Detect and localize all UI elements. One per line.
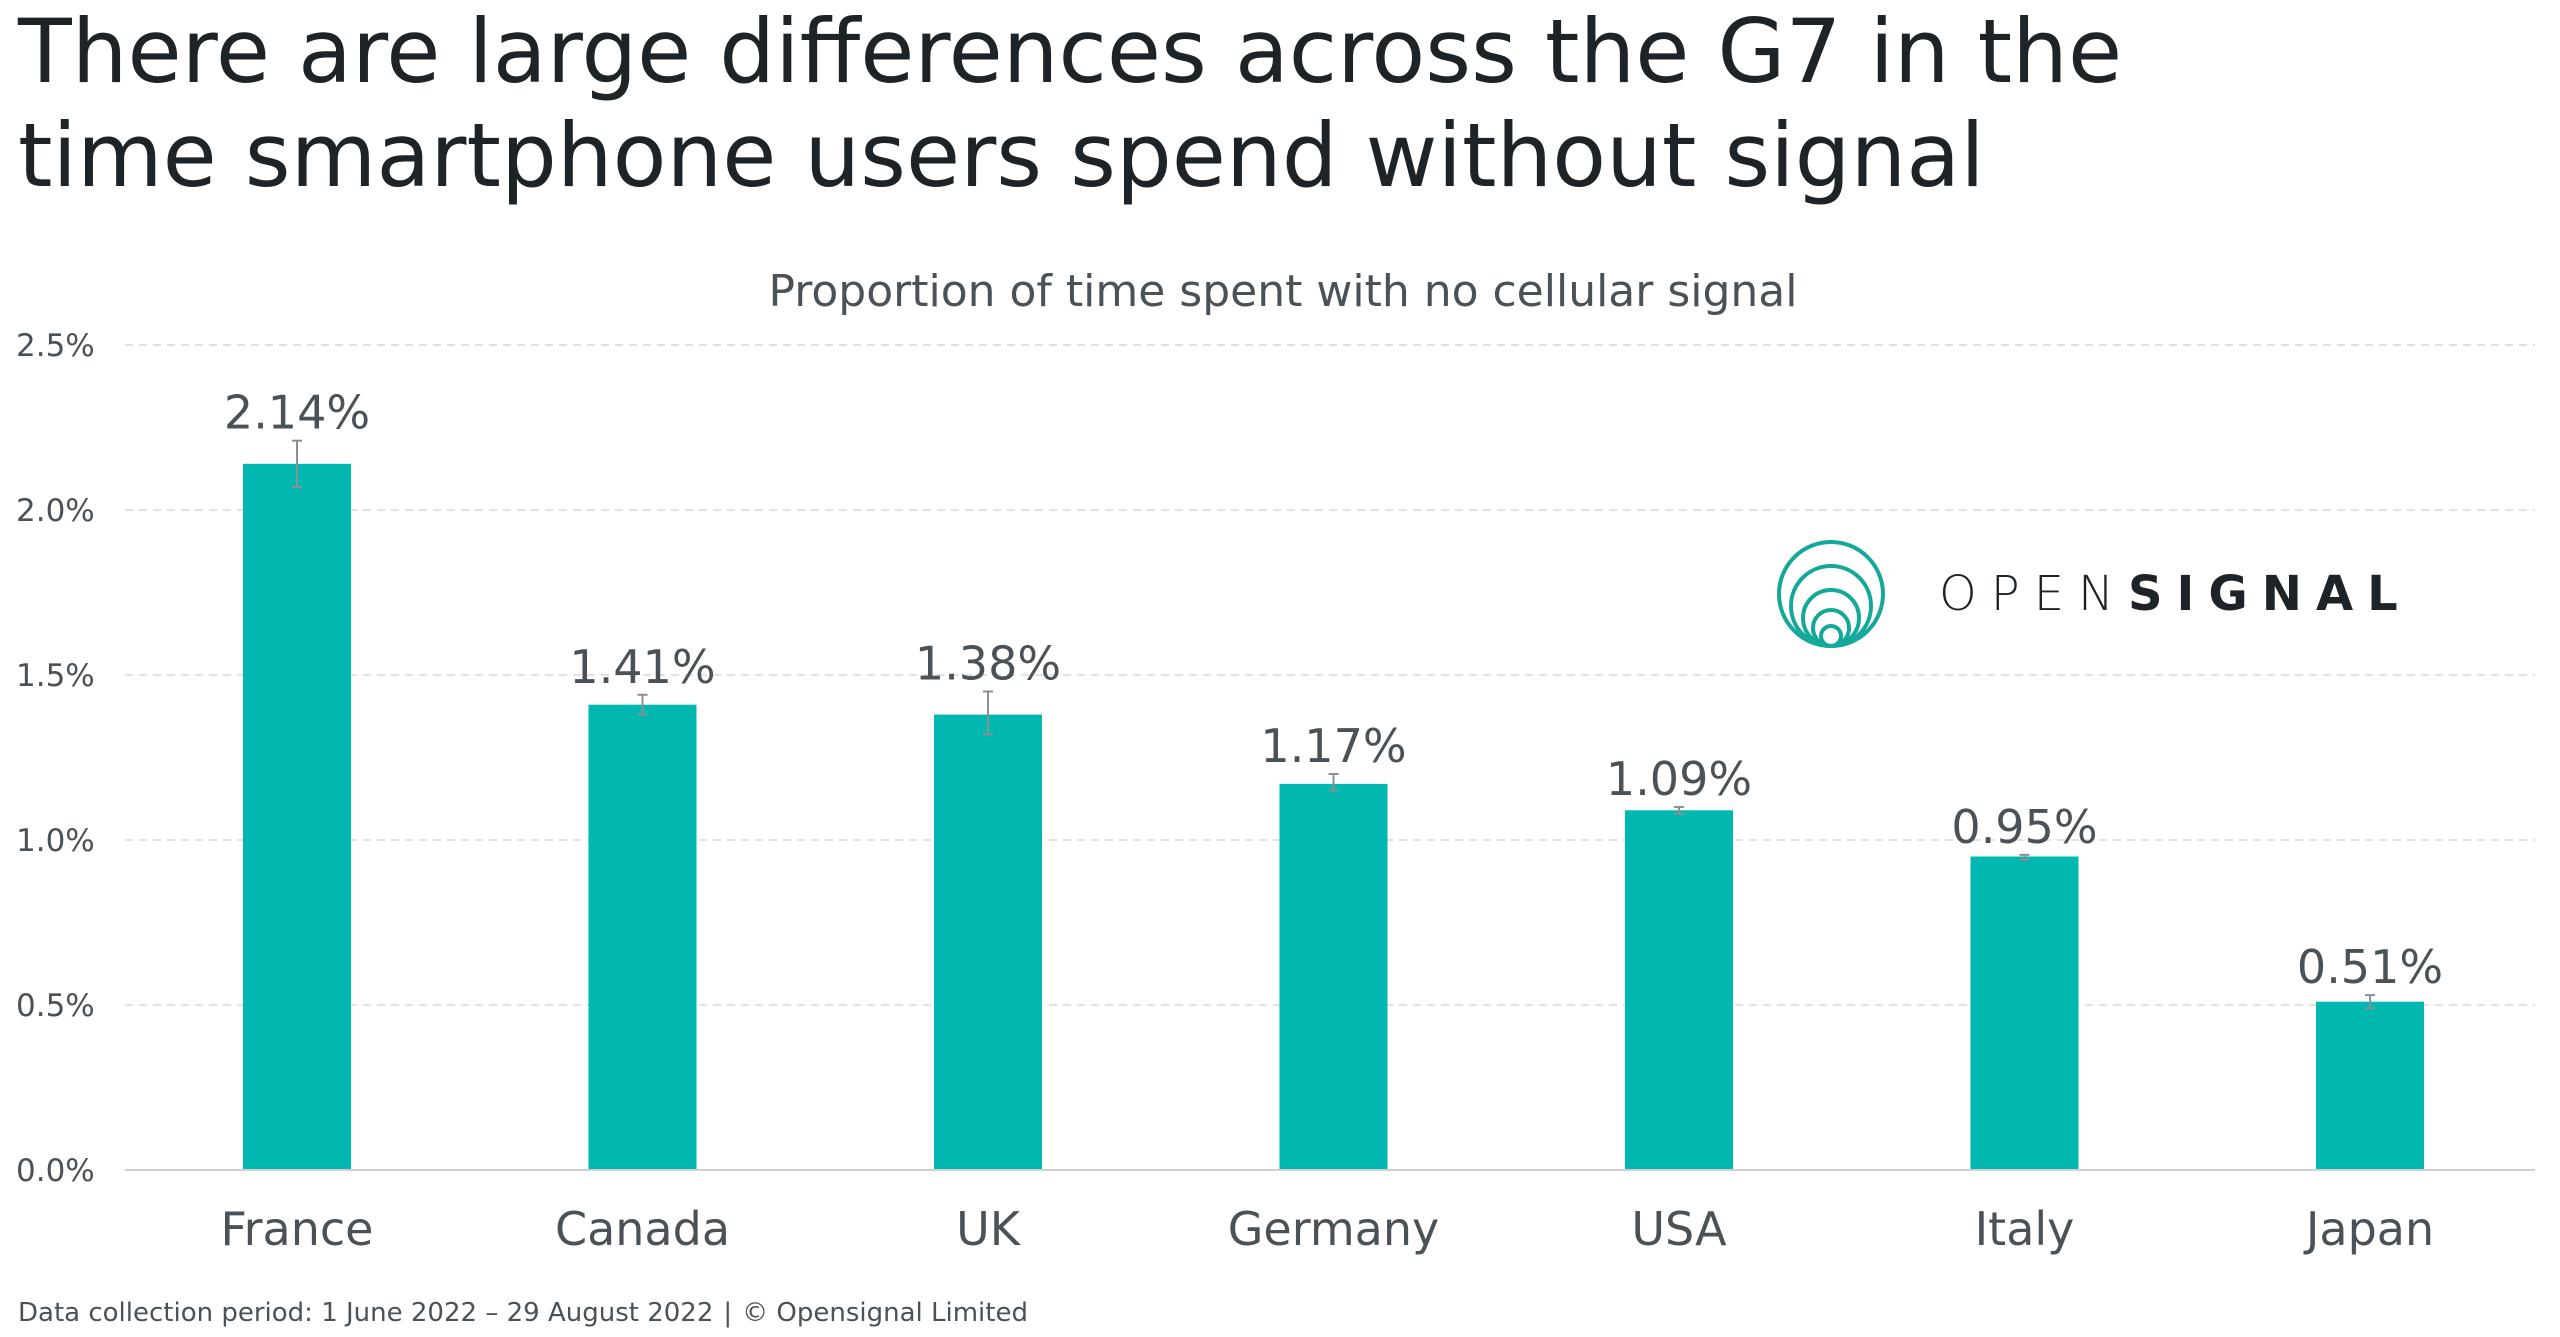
opensignal-wordmark: OPENSIGNAL	[1939, 566, 2412, 622]
error-bar-usa	[1674, 806, 1684, 815]
x-tick-label-france: France	[221, 1202, 374, 1256]
value-label-italy: 0.95%	[1951, 800, 2097, 854]
y-tick-label: 2.5%	[16, 328, 95, 364]
error-bar-uk	[983, 690, 993, 736]
y-tick-label: 0.5%	[16, 988, 95, 1024]
logo-word-open: OPEN	[1939, 566, 2128, 622]
bar-canada	[588, 704, 697, 1170]
y-tick-label: 0.0%	[16, 1153, 95, 1189]
x-tick-label-japan: Japan	[2303, 1202, 2434, 1256]
value-label-france: 2.14%	[224, 386, 370, 440]
value-label-usa: 1.09%	[1606, 752, 1752, 806]
y-axis-ticks: 0.0% 0.5% 1.0% 1.5% 2.0% 2.5%	[16, 328, 95, 1189]
error-bar-france	[292, 439, 302, 488]
error-bar-japan	[2365, 994, 2375, 1010]
value-label-japan: 0.51%	[2297, 940, 2443, 994]
bars	[243, 463, 2424, 1170]
logo-word-signal: SIGNAL	[2127, 566, 2412, 622]
x-tick-label-usa: USA	[1631, 1202, 1727, 1256]
x-tick-label-uk: UK	[956, 1202, 1022, 1256]
headline-line-2: time smartphone users spend without sign…	[18, 104, 1985, 207]
footnote: Data collection period: 1 June 2022 – 29…	[18, 1298, 1028, 1328]
error-bars	[292, 439, 2375, 1010]
x-tick-label-germany: Germany	[1228, 1202, 1439, 1256]
opensignal-concentric-circles-icon	[1777, 540, 1885, 648]
bar-usa	[1625, 810, 1733, 1170]
data-collection-period: Data collection period: 1 June 2022 – 29…	[18, 1298, 714, 1328]
bar-germany	[1279, 783, 1388, 1170]
footnote-separator: |	[723, 1298, 733, 1328]
value-label-canada: 1.41%	[569, 640, 715, 694]
value-label-uk: 1.38%	[915, 637, 1061, 691]
y-tick-label: 1.0%	[16, 823, 95, 859]
copyright-notice: © Opensignal Limited	[742, 1298, 1028, 1328]
x-tick-label-canada: Canada	[555, 1202, 730, 1256]
bar-japan	[2316, 1001, 2424, 1170]
y-tick-label: 2.0%	[16, 493, 95, 529]
bar-france	[243, 463, 351, 1170]
headline-line-1: There are large differences across the G…	[18, 0, 2123, 103]
y-tick-label: 1.5%	[16, 658, 95, 694]
error-bar-germany	[1328, 773, 1339, 792]
opensignal-logo: OPENSIGNAL	[1775, 538, 2412, 650]
chart-title: Proportion of time spent with no cellula…	[769, 266, 1798, 317]
headline: There are large differences across the G…	[18, 0, 2518, 208]
value-label-germany: 1.17%	[1260, 719, 1406, 773]
value-labels: 2.14% 1.41% 1.38% 1.17% 1.09% 0.95% 0.51%	[224, 386, 2443, 994]
bar-italy	[1970, 856, 2079, 1170]
error-bar-italy	[2019, 853, 2030, 861]
bar-uk	[934, 714, 1042, 1170]
x-tick-label-italy: Italy	[1975, 1202, 2075, 1256]
x-axis-labels: France Canada UK Germany USA Italy Japan	[221, 1202, 2435, 1256]
error-bar-canada	[637, 693, 648, 716]
